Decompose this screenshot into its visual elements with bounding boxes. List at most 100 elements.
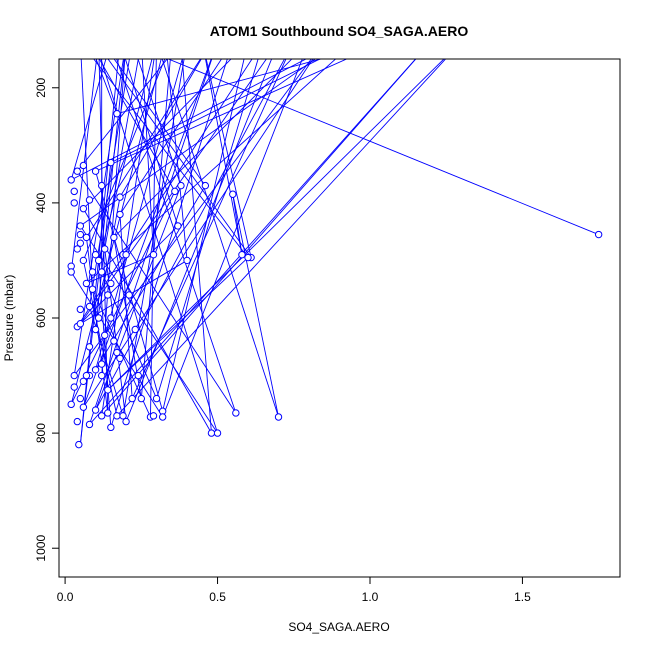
data-point bbox=[88, 268, 97, 276]
y-tick-label: 200 bbox=[34, 77, 48, 97]
series-segment bbox=[89, 59, 417, 425]
data-point bbox=[88, 285, 97, 293]
data-point bbox=[76, 394, 85, 403]
data-point bbox=[201, 181, 210, 190]
data-point bbox=[85, 196, 94, 204]
series-segment bbox=[79, 162, 112, 445]
y-tick-label: 600 bbox=[34, 308, 48, 328]
data-point bbox=[91, 325, 100, 334]
y-axis: 200 400 600 800 1000 bbox=[34, 77, 60, 562]
series-segment bbox=[86, 59, 201, 238]
y-axis-label: Pressure (mbar) bbox=[2, 275, 16, 362]
series-segment bbox=[181, 59, 212, 434]
series-segment bbox=[70, 59, 107, 180]
series-segment bbox=[107, 59, 445, 391]
x-tick-label: 1.5 bbox=[514, 590, 531, 604]
data-point bbox=[116, 210, 124, 219]
series-segment bbox=[70, 59, 307, 181]
series-segment bbox=[150, 59, 157, 418]
data-point bbox=[116, 193, 124, 201]
data-point bbox=[73, 167, 81, 175]
series-segment bbox=[137, 59, 182, 186]
data-point bbox=[97, 360, 106, 368]
series-segment bbox=[113, 59, 293, 238]
data-point bbox=[113, 412, 121, 420]
data-point bbox=[97, 268, 106, 276]
data-point bbox=[158, 413, 167, 421]
data-point bbox=[79, 161, 88, 170]
data-point bbox=[73, 245, 81, 253]
series-segment bbox=[167, 59, 599, 235]
x-axis: 0.0 0.5 1.0 1.5 bbox=[57, 576, 531, 604]
series-segment bbox=[113, 237, 142, 399]
data-point bbox=[76, 230, 85, 239]
data-point bbox=[104, 409, 112, 417]
series-segment bbox=[166, 59, 188, 261]
data-point bbox=[85, 302, 94, 311]
series-segment bbox=[156, 59, 259, 399]
data-point bbox=[97, 371, 106, 380]
data-point bbox=[594, 230, 603, 239]
series-segment bbox=[98, 59, 176, 192]
series-segment bbox=[116, 59, 323, 115]
series-segment bbox=[107, 257, 249, 391]
data-point bbox=[131, 325, 139, 334]
series-segment bbox=[83, 59, 314, 408]
data-point bbox=[101, 245, 109, 253]
data-point bbox=[97, 181, 106, 190]
data-point bbox=[171, 187, 179, 196]
series-segment bbox=[116, 59, 447, 417]
series-segment bbox=[110, 59, 228, 428]
series-segment bbox=[113, 59, 206, 186]
y-tick-label: 400 bbox=[34, 193, 48, 213]
series-segment bbox=[104, 248, 127, 422]
data-point bbox=[107, 279, 115, 288]
series-segment bbox=[80, 260, 188, 325]
data-point bbox=[97, 412, 106, 420]
data-point bbox=[122, 250, 130, 259]
data-point bbox=[238, 250, 246, 259]
data-point bbox=[70, 371, 78, 380]
data-point bbox=[70, 383, 78, 391]
y-tick-label: 800 bbox=[34, 423, 48, 443]
data-point bbox=[82, 233, 91, 242]
data-point bbox=[85, 343, 94, 351]
data-point bbox=[76, 222, 85, 230]
data-point bbox=[79, 403, 88, 411]
data-point bbox=[70, 199, 78, 207]
data-point bbox=[101, 331, 109, 339]
series-segment bbox=[85, 237, 109, 414]
data-point bbox=[67, 400, 75, 409]
data-point bbox=[91, 167, 100, 175]
x-axis-label: SO4_SAGA.AERO bbox=[288, 620, 389, 634]
series-segment bbox=[82, 59, 166, 261]
series-segment bbox=[101, 59, 126, 376]
y-tick-label: 1000 bbox=[34, 535, 48, 562]
series-segment bbox=[76, 59, 168, 172]
data-point bbox=[177, 181, 185, 190]
series-segment bbox=[100, 59, 218, 434]
series-points bbox=[67, 109, 603, 449]
data-point bbox=[82, 371, 91, 380]
data-point bbox=[113, 109, 121, 118]
data-point bbox=[119, 412, 127, 420]
data-point bbox=[122, 417, 130, 426]
series-segment bbox=[70, 271, 164, 418]
series-segment bbox=[205, 59, 252, 258]
series-segment bbox=[98, 260, 112, 428]
data-point bbox=[94, 314, 103, 322]
data-point bbox=[232, 409, 240, 417]
data-point bbox=[67, 268, 75, 276]
series-segment bbox=[162, 59, 303, 418]
x-tick-label: 0.5 bbox=[209, 590, 226, 604]
series-segment bbox=[140, 59, 171, 399]
series-segment bbox=[107, 59, 252, 258]
data-point bbox=[75, 440, 83, 449]
data-point bbox=[70, 187, 78, 196]
series-segment bbox=[232, 194, 279, 418]
data-point bbox=[149, 412, 158, 420]
data-point bbox=[76, 305, 85, 314]
series-segment bbox=[119, 59, 202, 198]
data-point bbox=[91, 250, 100, 259]
